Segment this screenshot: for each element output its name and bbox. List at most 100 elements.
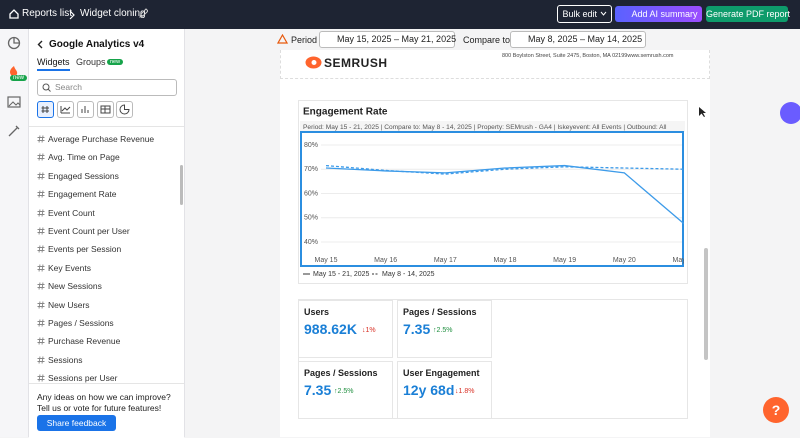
search-input[interactable]: Search [37,79,177,96]
filter-button[interactable] [37,101,54,118]
kpi-value: 7.35 [304,382,332,398]
kpi-change: ↓1% [362,327,376,334]
icon-stroke [37,245,45,253]
report-page: SEMRUSH 800 Boylston Street, Suite 2475,… [280,50,710,437]
kpi-value: 988.62K [304,321,357,337]
share-feedback-button[interactable]: Share feedback [37,415,116,431]
ai-assistant-button[interactable] [780,102,800,124]
widget-item[interactable]: Key Events [48,262,91,273]
new-badge: new [107,59,124,65]
ai-summary-button[interactable]: Add AI summary [615,6,702,22]
button-label: Generate PDF report [706,9,791,19]
help-button[interactable]: ? [763,397,789,423]
period-label: Period [291,35,318,45]
hash-icon [37,172,45,180]
sidebar: Google Analytics v4 Widgets Groups new S… [29,29,185,438]
widget-item[interactable]: New Sessions [48,281,102,292]
widget-item[interactable]: Avg. Time on Page [48,152,120,163]
widget-item[interactable]: Purchase Revenue [48,336,121,347]
hash-icon [37,301,45,309]
chevron [69,10,75,20]
filter-button[interactable] [116,101,133,118]
widget-item[interactable]: Pages / Sessions [48,318,114,328]
pdf-button[interactable]: Generate PDF report [706,6,791,22]
feedback-text: Any ideas on how we can improve? Tell us… [37,392,171,413]
filter-icon [41,106,49,113]
widget-item[interactable]: Engaged Sessions [48,170,119,181]
hash-icon [37,190,45,198]
widget-item[interactable]: Sessions [48,354,83,365]
icon-stroke [37,209,45,217]
kpi-change: ↑2.5% [433,327,453,334]
tab[interactable]: Groups [76,57,106,67]
caret [600,11,606,16]
icon-stroke [119,104,130,115]
rail-icon[interactable] [7,65,21,77]
edit-icon[interactable] [138,8,148,19]
kpi-card: User Engagement 12y 68d ↓1.8% [397,361,492,419]
kpi-card: Users 988.62K ↓1% [298,300,393,358]
filter-button[interactable] [57,101,74,118]
back-icon[interactable] [37,40,43,49]
home-icon[interactable] [8,8,20,20]
kpi-title: Pages / Sessions [403,307,477,317]
widget-item[interactable]: Average Purchase Revenue [48,134,155,144]
filter-icon [100,105,111,114]
hash-icon [37,374,45,382]
button-label: Bulk edit [562,9,597,19]
rail-icon[interactable] [7,36,21,50]
search-icon [42,83,51,92]
icon-stroke [37,319,45,327]
hash-icon [37,264,45,272]
icon-stroke [37,356,45,364]
period-picker[interactable]: May 15, 2025 – May 21, 2025 [319,31,457,48]
kpi-change: ↓1.8% [455,388,475,395]
bulk-edit-button[interactable]: Bulk edit [557,5,612,23]
kpi-card: Pages / Sessions 7.35 ↑2.5% [397,300,492,358]
kpi-value: 7.35 [403,321,431,337]
divider [29,126,184,127]
period-range: May 15, 2025 – May 21, 2025 [337,34,457,44]
chart-card [298,100,688,284]
rail-icon[interactable] [7,96,21,108]
icon-stroke [81,106,89,113]
tab[interactable]: Widgets [37,57,70,71]
hash-icon [37,319,45,327]
icon-stroke [37,337,45,345]
filter-button[interactable] [77,101,94,118]
widget-item[interactable]: Event Count per User [48,226,130,236]
compare-picker[interactable]: May 8, 2025 – May 14, 2025 [510,31,646,48]
breadcrumb[interactable]: Reports list [22,8,73,19]
address: 800 Boylston Street, Suite 2475, Boston,… [502,53,674,59]
hash-icon [37,245,45,253]
hash-icon [37,153,45,161]
search-placeholder: Search [55,82,82,92]
hash-icon [37,227,45,235]
logo-icon [305,56,322,69]
new-badge: new [10,75,28,81]
button-label: Add AI summary [631,9,698,19]
icon-stroke [37,264,45,272]
logo-text: SEMRUSH [324,56,388,70]
hash-icon [37,209,45,217]
filter-icon [81,106,89,113]
widget-item[interactable]: Sessions per User [48,373,118,384]
widget-item[interactable]: Event Count [48,207,95,218]
compare-range: May 8, 2025 – May 14, 2025 [528,34,643,44]
rail-icon[interactable] [7,124,21,138]
kpi-card: Pages / Sessions 7.35 ↑2.5% [298,361,393,419]
widget-item[interactable]: New Users [48,299,90,310]
widget-item[interactable]: Engagement Rate [48,189,117,200]
filter-icon [60,106,71,114]
filter-button[interactable] [97,101,114,118]
icon-stroke [100,105,111,114]
sidebar-title: Google Analytics v4 [49,39,145,50]
top-bar: Reports list Widget cloning Bulk edit Ad… [0,0,800,29]
icon-stroke [37,301,45,309]
icon-stroke [37,227,45,235]
hash-icon [37,282,45,290]
widget-item[interactable]: Events per Session [48,244,122,255]
filter-icon [119,104,130,115]
icon-stroke [37,190,45,198]
